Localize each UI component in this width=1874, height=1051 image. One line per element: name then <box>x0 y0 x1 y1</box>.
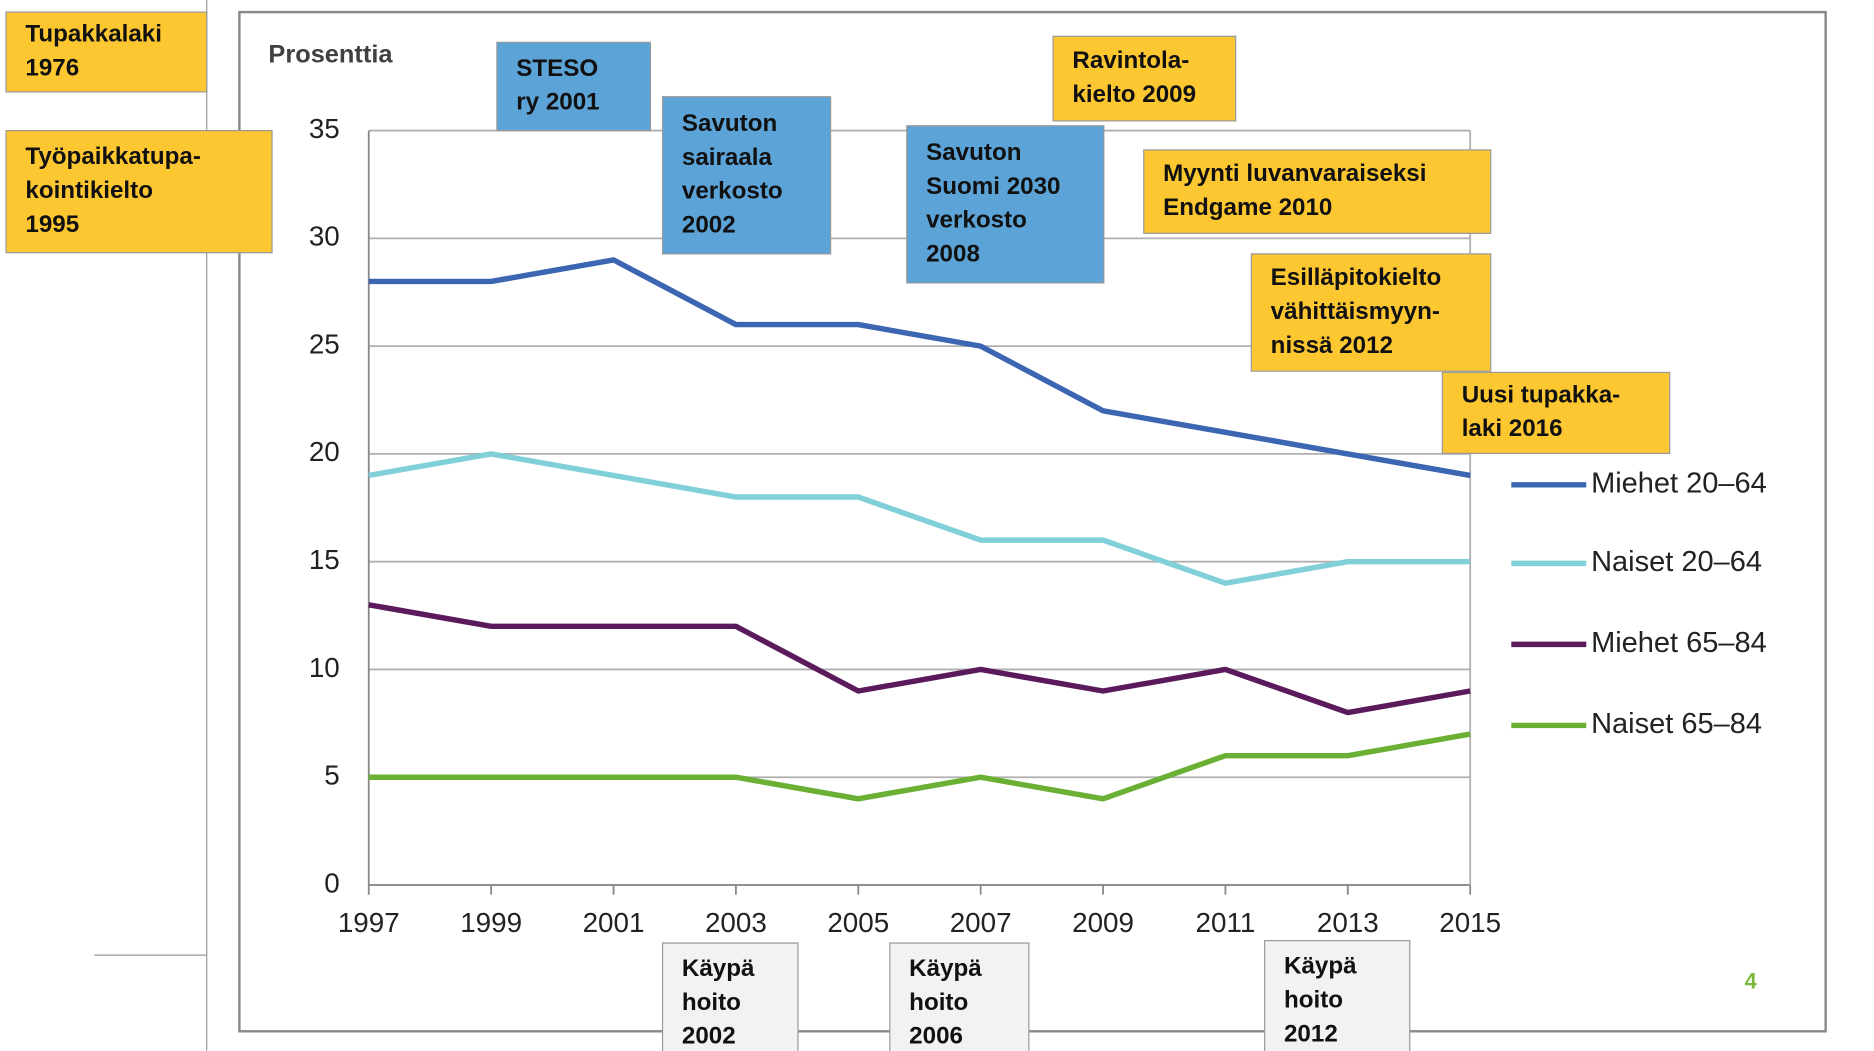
annotation-text: Tupakkalaki <box>25 20 162 47</box>
annotation-text: hoito <box>909 989 968 1016</box>
annotation-text: Esilläpitokielto <box>1271 264 1442 291</box>
annotation-text: sairaala <box>682 144 773 171</box>
annotation-text: 1976 <box>25 54 79 81</box>
annotation-text: Työpaikkatupa- <box>25 143 201 170</box>
annotation-text: kielto 2009 <box>1072 81 1196 108</box>
annotation-text: 2008 <box>926 240 980 267</box>
series-line <box>368 451 1471 586</box>
annotation-text: Suomi 2030 <box>926 173 1060 200</box>
annotation-text: Käypä <box>909 955 982 982</box>
annotation-box <box>1052 35 1237 122</box>
y-tick-label: 25 <box>309 328 340 359</box>
y-tick-label: 20 <box>309 436 340 467</box>
annotation-text: hoito <box>1284 986 1343 1013</box>
series-line <box>368 731 1471 802</box>
annotation-text: laki 2016 <box>1462 415 1563 442</box>
annotation-text: vähittäismyyn- <box>1271 298 1440 325</box>
annotation-box <box>5 11 208 93</box>
y-tick-label: 15 <box>309 544 340 575</box>
annotation-text: kointikielto <box>25 177 153 204</box>
y-axis-label: Prosenttia <box>268 40 393 68</box>
x-tick-label: 2013 <box>1317 907 1379 938</box>
annotation-text: verkosto <box>926 207 1027 234</box>
annotation-text: Käypä <box>1284 953 1357 980</box>
y-tick-label: 5 <box>324 760 339 791</box>
legend-label: Naiset 65–84 <box>1591 708 1762 740</box>
annotation-text: 1995 <box>25 211 79 238</box>
legend-label: Miehet 20–64 <box>1591 467 1767 499</box>
annotation-text: verkosto <box>682 178 783 205</box>
x-tick-label: 2003 <box>705 907 767 938</box>
annotation-box <box>661 96 832 255</box>
annotation-text: Savuton <box>682 110 777 137</box>
annotation-text: 2002 <box>682 211 736 238</box>
annotation-box <box>1441 371 1671 454</box>
annotation-box <box>1143 149 1492 234</box>
x-tick-label: 2009 <box>1072 907 1134 938</box>
y-tick-label: 35 <box>309 113 340 144</box>
annotation-text: nissä 2012 <box>1271 332 1393 359</box>
annotation-box <box>906 125 1105 284</box>
y-tick-label: 10 <box>309 652 340 683</box>
annotation-text: 2006 <box>909 1023 963 1050</box>
series-line <box>368 602 1471 716</box>
annotation-box <box>5 129 273 254</box>
x-tick-label: 2015 <box>1439 907 1501 938</box>
annotation-box <box>889 942 1030 1051</box>
x-tick-label: 2011 <box>1196 907 1256 938</box>
x-tick-label: 1997 <box>338 907 400 938</box>
annotation-text: hoito <box>682 989 741 1016</box>
x-tick-label: 2007 <box>950 907 1012 938</box>
annotation-text: Myynti luvanvaraiseksi <box>1163 160 1426 187</box>
annotation-text: ry 2001 <box>516 89 599 116</box>
annotation-text: Käypä <box>682 955 755 982</box>
annotation-text: Endgame 2010 <box>1163 194 1332 221</box>
annotation-text: 2012 <box>1284 1020 1338 1047</box>
annotation-box <box>661 942 799 1051</box>
annotation-box <box>1250 253 1492 372</box>
series-line <box>368 257 1471 479</box>
y-tick-label: 30 <box>309 221 340 252</box>
page-number: 4 <box>1745 969 1757 994</box>
legend-label: Miehet 65–84 <box>1591 627 1767 659</box>
x-tick-label: 1999 <box>460 907 522 938</box>
annotation-text: Uusi tupakka- <box>1462 381 1621 408</box>
annotation-box <box>496 41 652 132</box>
annotation-text: Ravintola- <box>1072 47 1189 74</box>
legend-label: Naiset 20–64 <box>1591 546 1762 578</box>
annotation-box <box>1264 940 1411 1051</box>
y-tick-label: 0 <box>324 867 339 898</box>
x-tick-label: 2005 <box>827 907 889 938</box>
x-tick-label: 2001 <box>583 907 645 938</box>
annotation-text: STESO <box>516 55 598 82</box>
annotation-text: 2002 <box>682 1023 736 1050</box>
annotation-text: Savuton <box>926 139 1021 166</box>
